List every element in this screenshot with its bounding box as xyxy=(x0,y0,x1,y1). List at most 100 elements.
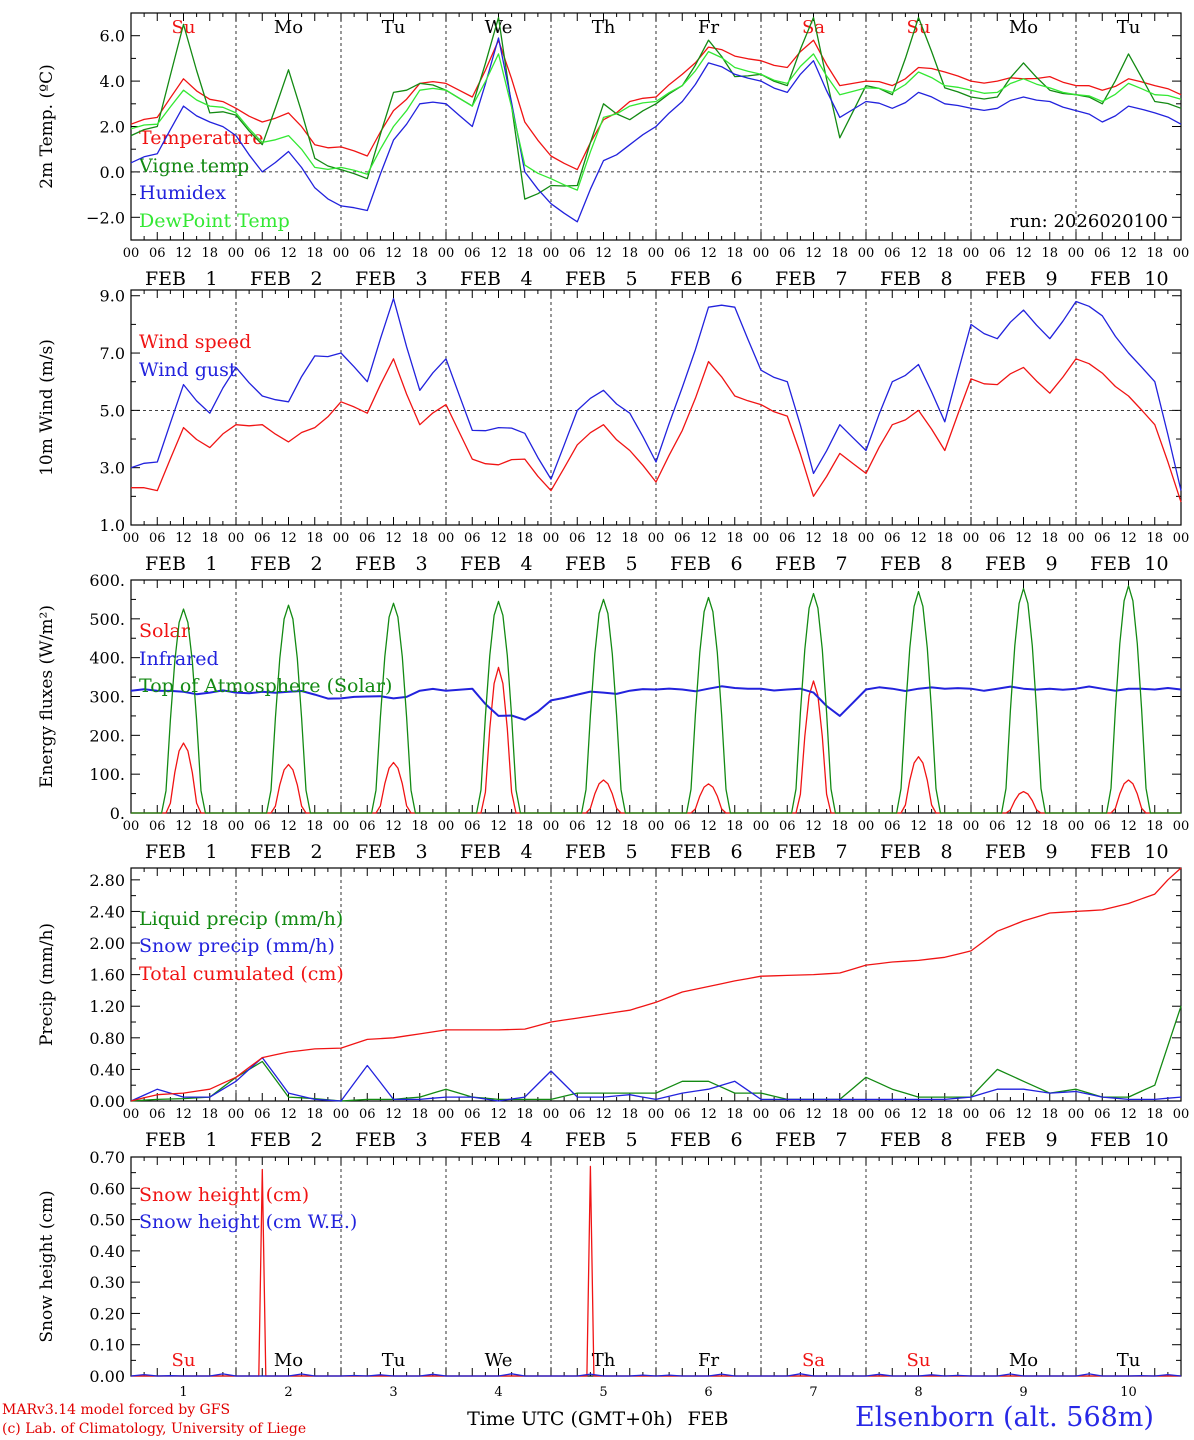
hour-tick-label: 00 xyxy=(333,531,350,546)
legend-label: Liquid precip (mm/h) xyxy=(139,908,343,930)
hour-tick-label: 00 xyxy=(648,531,665,546)
hour-tick-label: 06 xyxy=(359,531,376,546)
hour-tick-label: 18 xyxy=(621,531,638,546)
y-tick-label: 200. xyxy=(89,726,125,745)
hour-tick-label: 12 xyxy=(490,246,507,261)
hour-tick-label: 18 xyxy=(201,246,218,261)
series-line xyxy=(130,1373,1182,1377)
month-label: FEB xyxy=(250,553,291,575)
hour-tick-label: 00 xyxy=(543,819,560,834)
month-label: FEB xyxy=(985,553,1026,575)
month-label: FEB xyxy=(565,1129,606,1151)
y-tick-label: 1.0 xyxy=(100,516,125,535)
hour-tick-label: 00 xyxy=(1173,1107,1190,1122)
hour-tick-label: 00 xyxy=(123,1107,140,1122)
month-label: FEB xyxy=(880,1129,921,1151)
hour-tick-label: 06 xyxy=(569,246,586,261)
y-tick-label: 600. xyxy=(89,571,125,590)
series-line xyxy=(131,585,1181,814)
y-tick-label: 0.40 xyxy=(89,1242,125,1261)
hour-tick-label: 12 xyxy=(385,819,402,834)
hour-tick-label: 12 xyxy=(805,246,822,261)
hour-tick-label: 12 xyxy=(595,246,612,261)
hour-tick-label: 06 xyxy=(464,819,481,834)
hour-tick-label: 18 xyxy=(516,819,533,834)
legend-label: Vigne temp xyxy=(138,155,249,177)
hour-tick-label: 18 xyxy=(726,1107,743,1122)
y-tick-label: 500. xyxy=(89,610,125,629)
weekday-label: Th xyxy=(592,1350,616,1371)
hour-tick-label: 00 xyxy=(753,1107,770,1122)
hour-tick-label: 06 xyxy=(569,531,586,546)
month-label: FEB xyxy=(145,268,186,290)
hour-tick-label: 12 xyxy=(490,819,507,834)
hour-tick-label: 06 xyxy=(674,246,691,261)
date-number-label: 7 xyxy=(809,1385,817,1400)
hour-tick-label: 12 xyxy=(385,531,402,546)
date-label: 1 xyxy=(205,1129,217,1151)
hour-tick-label: 06 xyxy=(674,531,691,546)
hour-tick-label: 06 xyxy=(149,246,166,261)
date-label: 5 xyxy=(625,268,637,290)
month-label: FEB xyxy=(565,268,606,290)
y-tick-label: 5.0 xyxy=(100,401,125,420)
month-label: FEB xyxy=(460,841,501,863)
date-label: 8 xyxy=(940,268,952,290)
hour-tick-label: 06 xyxy=(149,1107,166,1122)
date-label: 1 xyxy=(205,268,217,290)
hour-tick-label: 12 xyxy=(700,531,717,546)
date-label: 1 xyxy=(205,553,217,575)
hour-tick-label: 06 xyxy=(464,246,481,261)
month-label: FEB xyxy=(250,268,291,290)
weekday-label: Fr xyxy=(698,1350,719,1371)
hour-tick-label: 00 xyxy=(963,1107,980,1122)
hour-tick-label: 12 xyxy=(700,819,717,834)
month-label: FEB xyxy=(880,268,921,290)
month-label: FEB xyxy=(1090,1129,1131,1151)
date-label: 5 xyxy=(625,553,637,575)
hour-tick-label: 06 xyxy=(464,531,481,546)
weekday-label: Fr xyxy=(698,17,719,38)
hour-tick-label: 06 xyxy=(989,1107,1006,1122)
date-number-label: 6 xyxy=(704,1385,712,1400)
hour-tick-label: 18 xyxy=(1041,246,1058,261)
month-label: FEB xyxy=(775,841,816,863)
hour-tick-label: 18 xyxy=(1041,819,1058,834)
y-tick-label: 0.00 xyxy=(89,1367,125,1386)
hour-tick-label: 12 xyxy=(280,246,297,261)
month-label: FEB xyxy=(460,1129,501,1151)
date-label: 10 xyxy=(1144,553,1168,575)
date-label: 6 xyxy=(730,268,742,290)
date-label: 5 xyxy=(625,1129,637,1151)
hour-tick-label: 18 xyxy=(411,1107,428,1122)
hour-tick-label: 18 xyxy=(1146,531,1163,546)
y-tick-label: 2.00 xyxy=(89,934,125,953)
hour-tick-label: 12 xyxy=(910,246,927,261)
month-label: FEB xyxy=(460,553,501,575)
weekday-label: Tu xyxy=(1117,1350,1141,1371)
hour-tick-label: 00 xyxy=(333,246,350,261)
hour-tick-label: 18 xyxy=(936,1107,953,1122)
date-label: 8 xyxy=(940,553,952,575)
legend-label: Top of Atmosphere (Solar) xyxy=(139,675,392,697)
month-label: FEB xyxy=(775,553,816,575)
date-label: 2 xyxy=(310,841,322,863)
x-axis-title: Time UTC (GMT+0h) xyxy=(467,1408,673,1430)
date-label: 7 xyxy=(835,841,847,863)
weekday-label: We xyxy=(485,1350,513,1371)
hour-tick-label: 18 xyxy=(726,819,743,834)
weekday-label: Tu xyxy=(382,1350,406,1371)
hour-tick-label: 00 xyxy=(123,531,140,546)
hour-tick-label: 12 xyxy=(175,819,192,834)
weekday-label: Mo xyxy=(274,17,303,38)
y-tick-label: 9.0 xyxy=(100,287,125,306)
month-label: FEB xyxy=(250,1129,291,1151)
hour-tick-label: 12 xyxy=(280,819,297,834)
run-annotation: run: 2026020100 xyxy=(1010,211,1168,232)
hour-tick-label: 18 xyxy=(936,531,953,546)
month-label: FEB xyxy=(355,1129,396,1151)
hour-tick-label: 06 xyxy=(1094,819,1111,834)
y-tick-label: 3.0 xyxy=(100,459,125,478)
hour-tick-label: 18 xyxy=(831,819,848,834)
weekday-label: Su xyxy=(907,17,931,38)
